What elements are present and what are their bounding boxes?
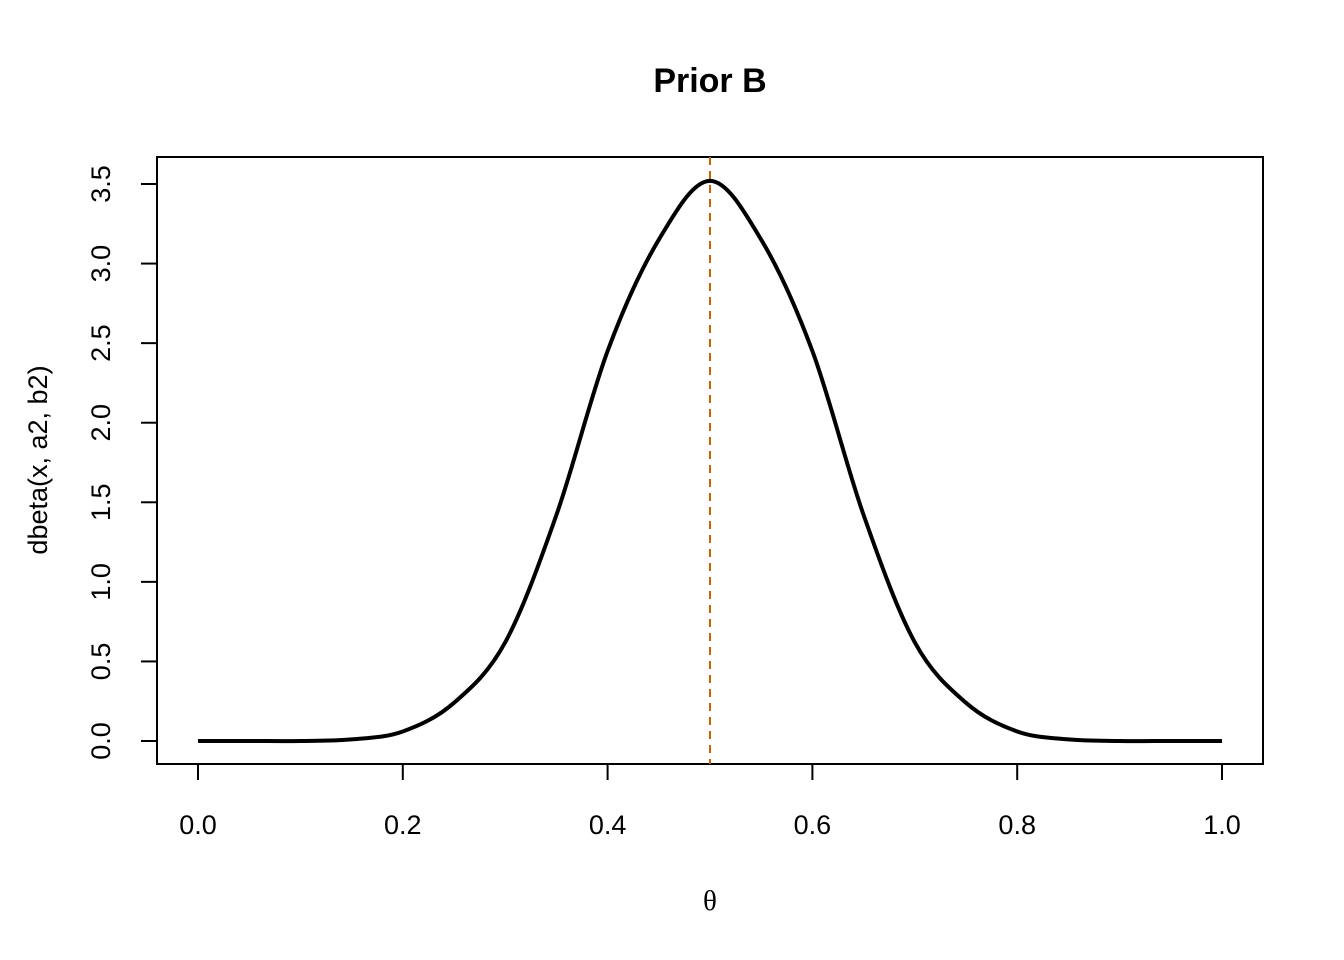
y-tick-label: 1.0 — [86, 563, 116, 601]
y-axis: 0.0 0.5 1.0 1.5 2.0 2.5 3.0 3.5 — [86, 165, 158, 760]
x-tick-label: 0.8 — [998, 810, 1036, 840]
y-tick-label: 0.0 — [86, 722, 116, 760]
y-tick-label: 2.0 — [86, 404, 116, 442]
y-tick-label: 2.5 — [86, 324, 116, 362]
y-tick-label: 1.5 — [86, 484, 116, 522]
x-axis: 0.0 0.2 0.4 0.6 0.8 1.0 — [179, 763, 1241, 840]
x-axis-label: θ — [703, 885, 717, 917]
series-layer — [198, 178, 1222, 744]
x-tick-label: 0.6 — [794, 810, 832, 840]
x-tick-label: 1.0 — [1203, 810, 1241, 840]
y-tick-label: 0.5 — [86, 643, 116, 681]
x-tick-label: 0.2 — [384, 810, 422, 840]
x-tick-label: 0.0 — [179, 810, 217, 840]
chart-title: Prior B — [653, 62, 766, 100]
y-tick-label: 3.5 — [86, 165, 116, 203]
y-axis-label: dbeta(x, a2, b2) — [23, 365, 53, 554]
y-tick-label: 3.0 — [86, 245, 116, 283]
x-tick-label: 0.4 — [589, 810, 627, 840]
density-curve — [198, 178, 1222, 744]
